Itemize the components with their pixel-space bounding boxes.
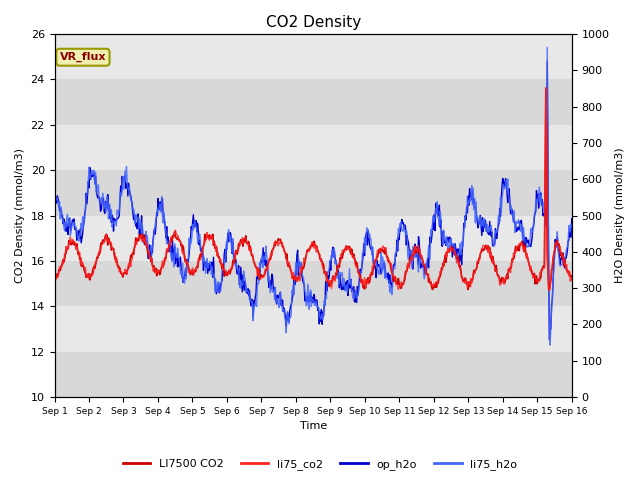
Bar [54,306,572,352]
X-axis label: Time: Time [300,421,327,432]
Legend: LI7500 CO2, li75_co2, op_h2o, li75_h2o: LI7500 CO2, li75_co2, op_h2o, li75_h2o [118,455,522,474]
Bar [54,125,572,170]
Bar [54,34,572,79]
Bar [54,261,572,306]
Bar [54,170,572,216]
Y-axis label: CO2 Density (mmol/m3): CO2 Density (mmol/m3) [15,148,25,283]
Title: CO2 Density: CO2 Density [266,15,361,30]
Bar [54,79,572,125]
Text: VR_flux: VR_flux [60,52,106,62]
Y-axis label: H2O Density (mmol/m3): H2O Density (mmol/m3) [615,148,625,283]
Bar [54,352,572,397]
Bar [54,216,572,261]
